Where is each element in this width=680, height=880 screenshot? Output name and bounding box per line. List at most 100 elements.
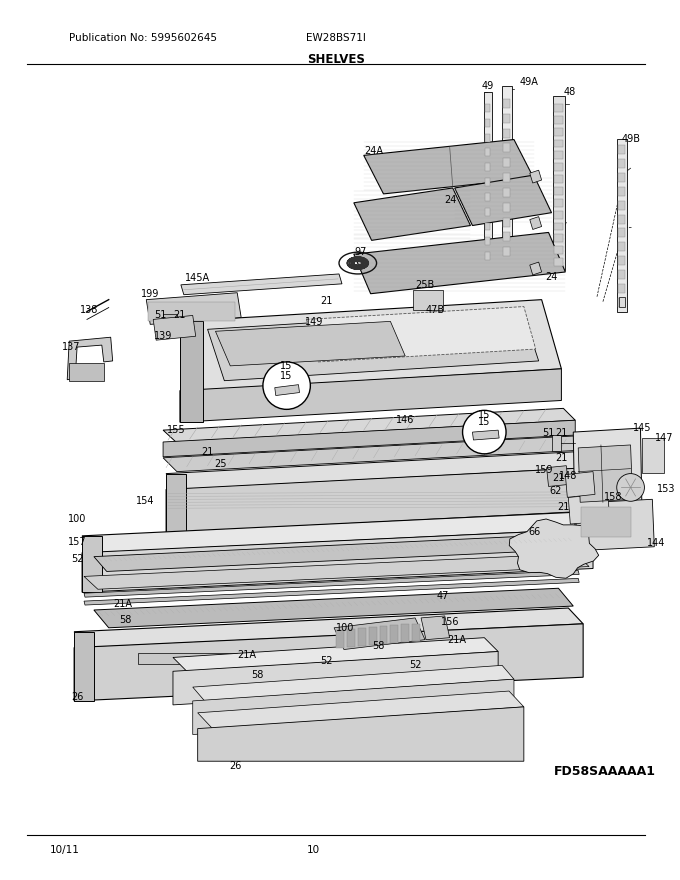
Text: 149: 149 (305, 318, 324, 327)
Circle shape (263, 362, 310, 409)
Polygon shape (573, 429, 643, 543)
Text: 100: 100 (68, 514, 86, 524)
Text: 21: 21 (555, 453, 568, 463)
Circle shape (617, 473, 645, 502)
Text: 139: 139 (154, 331, 172, 341)
Polygon shape (163, 408, 575, 442)
Bar (554, 199, 563, 207)
Polygon shape (207, 310, 539, 381)
Bar (486, 164, 490, 171)
Polygon shape (74, 624, 583, 701)
Text: 47: 47 (437, 591, 449, 601)
Bar (554, 151, 563, 159)
Polygon shape (67, 337, 113, 379)
Bar (554, 104, 563, 112)
Polygon shape (84, 570, 579, 598)
Bar (413, 290, 443, 310)
Polygon shape (307, 306, 536, 362)
Bar (138, 652, 237, 664)
Text: SHELVES: SHELVES (307, 53, 365, 65)
Bar (148, 302, 235, 321)
Text: 199: 199 (141, 289, 159, 298)
Bar (486, 193, 490, 201)
Bar (617, 297, 625, 306)
Text: EW28BS71I: EW28BS71I (307, 33, 367, 43)
Text: 58: 58 (119, 615, 132, 625)
Bar (358, 628, 366, 646)
Bar (554, 128, 563, 136)
Circle shape (462, 410, 506, 454)
Text: 26: 26 (71, 692, 83, 702)
Text: 52: 52 (71, 554, 84, 563)
Text: 21: 21 (555, 428, 568, 438)
Polygon shape (153, 315, 196, 341)
Text: FD58SAAAAA1: FD58SAAAAA1 (554, 765, 656, 778)
Text: 62: 62 (549, 487, 562, 496)
Polygon shape (565, 472, 595, 497)
Text: 158: 158 (604, 492, 622, 502)
Bar (503, 188, 510, 197)
Polygon shape (82, 536, 102, 592)
Polygon shape (166, 467, 588, 533)
Bar (554, 140, 563, 148)
Polygon shape (530, 216, 542, 230)
Polygon shape (82, 529, 593, 592)
Bar (617, 270, 625, 279)
Bar (554, 164, 563, 171)
Text: 58: 58 (251, 671, 263, 680)
Polygon shape (84, 554, 589, 590)
Text: 146: 146 (396, 415, 414, 425)
Bar (619, 297, 625, 306)
Bar (347, 629, 355, 647)
Bar (163, 314, 177, 333)
Polygon shape (455, 175, 551, 225)
Text: 145: 145 (633, 423, 651, 433)
Bar (369, 627, 377, 645)
Polygon shape (473, 430, 499, 440)
Polygon shape (617, 138, 627, 312)
Polygon shape (180, 321, 203, 422)
Polygon shape (192, 665, 514, 701)
Polygon shape (530, 262, 542, 275)
Bar (617, 229, 625, 238)
Text: 15: 15 (280, 370, 293, 381)
Text: 159: 159 (535, 465, 554, 474)
Bar (486, 253, 490, 260)
Text: 154: 154 (136, 496, 154, 506)
Polygon shape (166, 451, 588, 489)
Bar (503, 173, 510, 182)
Text: 58: 58 (373, 641, 385, 650)
Polygon shape (163, 436, 587, 472)
Text: 51: 51 (154, 311, 167, 320)
Text: 24A: 24A (364, 146, 383, 157)
Polygon shape (181, 274, 342, 295)
Text: 147: 147 (655, 433, 673, 443)
Text: 24: 24 (545, 272, 558, 282)
Bar (503, 217, 510, 226)
Bar (486, 104, 490, 112)
Polygon shape (568, 495, 610, 524)
Text: 97: 97 (354, 247, 367, 257)
Text: 49A: 49A (520, 77, 539, 87)
Text: 66: 66 (528, 527, 541, 537)
Bar (503, 158, 510, 167)
Polygon shape (575, 499, 654, 551)
Text: 21A: 21A (447, 634, 466, 645)
Polygon shape (334, 618, 425, 649)
Bar (617, 145, 625, 154)
Text: 21: 21 (557, 502, 570, 512)
Polygon shape (180, 369, 562, 422)
Text: 48: 48 (563, 87, 575, 97)
Polygon shape (421, 616, 449, 640)
Text: 100: 100 (336, 623, 354, 633)
Text: 138: 138 (80, 304, 98, 314)
Polygon shape (84, 578, 579, 605)
Polygon shape (502, 86, 512, 264)
Polygon shape (173, 638, 498, 671)
Text: 51: 51 (543, 428, 555, 438)
Text: 155: 155 (167, 425, 185, 435)
Polygon shape (198, 707, 524, 761)
Bar (554, 234, 563, 242)
Bar (412, 624, 420, 642)
Text: 21: 21 (201, 447, 214, 457)
